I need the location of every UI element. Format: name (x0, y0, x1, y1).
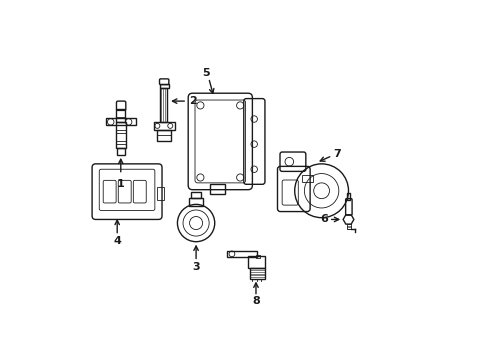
Bar (106, 118, 136, 126)
Bar (188, 198, 203, 206)
Bar (210, 184, 224, 194)
Bar (226, 251, 257, 257)
Bar (156, 130, 171, 140)
Bar (117, 148, 125, 155)
Text: 6: 6 (320, 215, 327, 224)
Bar (249, 268, 264, 279)
Text: 4: 4 (113, 236, 121, 246)
Text: 8: 8 (252, 296, 259, 306)
Text: 3: 3 (192, 262, 200, 272)
Bar (255, 255, 260, 258)
Bar (346, 193, 349, 200)
Bar (156, 187, 163, 200)
Text: 7: 7 (332, 149, 340, 159)
Text: 5: 5 (202, 68, 209, 78)
Text: 1: 1 (117, 179, 124, 189)
Bar (116, 109, 125, 122)
Bar (116, 122, 125, 148)
Bar (191, 192, 201, 198)
Bar (159, 84, 168, 88)
Bar (301, 175, 312, 182)
Bar (346, 224, 350, 229)
Text: 2: 2 (188, 96, 196, 106)
Bar (247, 256, 265, 268)
Bar (153, 122, 174, 130)
Bar (160, 88, 167, 122)
